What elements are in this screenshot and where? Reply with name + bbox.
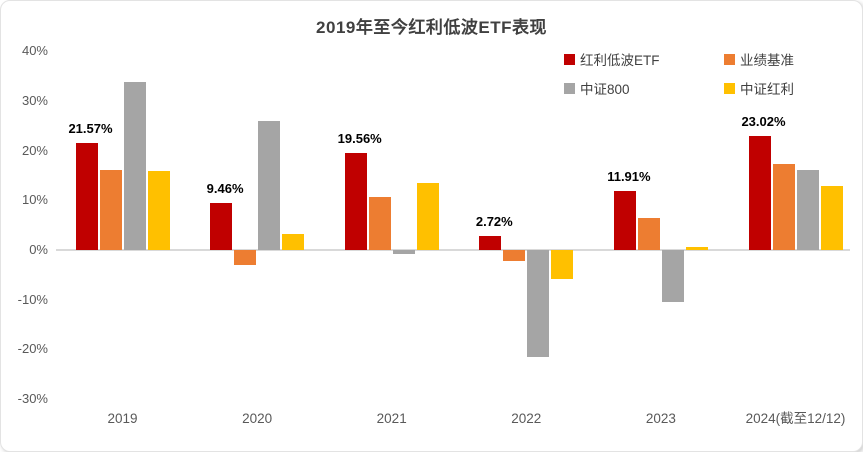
x-category-label: 2021 [376, 411, 407, 426]
x-category-label: 2024(截至12/12) [745, 411, 846, 426]
data-label: 23.02% [741, 113, 786, 129]
legend-swatch-icon [724, 82, 735, 94]
legend-item-0: 红利低波ETF [564, 49, 724, 69]
bar-0-4 [613, 190, 636, 250]
bar-1-3 [503, 250, 526, 261]
data-label: 21.57% [68, 120, 113, 136]
legend-item-1: 业绩基准 [724, 49, 854, 69]
bar-2-2 [392, 250, 415, 254]
bar-0-0 [75, 142, 98, 250]
y-tick-label: -10% [17, 291, 48, 307]
legend-swatch-icon [564, 82, 575, 94]
y-tick-label: 10% [21, 192, 48, 208]
legend-item-2: 中证800 [564, 78, 724, 98]
y-tick-label: 40% [21, 43, 48, 59]
x-category-label: 2020 [242, 411, 273, 426]
data-label: 19.56% [337, 130, 382, 146]
bar-3-5 [820, 185, 843, 250]
bar-1-2 [368, 197, 391, 250]
legend: 红利低波ETF 业绩基准中证800 中证红利 [564, 49, 854, 98]
bar-1-5 [772, 164, 795, 250]
legend-label: 中证800 [580, 82, 630, 97]
bar-0-3 [479, 236, 502, 250]
bar-0-5 [748, 135, 771, 250]
data-label: 9.46% [206, 180, 244, 196]
data-label: 2.72% [475, 214, 513, 230]
zero-gridline [56, 249, 850, 251]
legend-label: 业绩基准 [740, 53, 794, 68]
legend-item-3: 中证红利 [724, 78, 854, 98]
legend-swatch-icon [564, 53, 575, 65]
x-category-label: 2023 [645, 411, 676, 426]
bar-2-0 [123, 81, 146, 250]
legend-label: 红利低波ETF [580, 53, 660, 68]
bar-2-3 [527, 250, 550, 357]
bar-3-2 [416, 183, 439, 250]
bar-3-1 [282, 234, 305, 250]
bar-3-3 [551, 250, 574, 279]
y-tick-label: 20% [21, 142, 48, 158]
legend-label: 中证红利 [740, 82, 794, 97]
data-label: 11.91% [607, 168, 651, 184]
bar-3-4 [685, 246, 708, 250]
chart-title: 2019年至今红利低波ETF表现 [316, 18, 547, 37]
y-tick-label: -20% [17, 341, 48, 357]
y-tick-label: 30% [21, 92, 48, 108]
bar-0-1 [210, 202, 233, 250]
bar-0-2 [344, 152, 367, 250]
bar-1-4 [637, 218, 660, 250]
y-tick-label: -30% [17, 391, 48, 407]
bar-3-0 [147, 170, 170, 250]
bar-1-0 [99, 169, 122, 250]
y-tick-label: 0% [29, 242, 48, 257]
bar-1-1 [234, 250, 257, 265]
legend-swatch-icon [724, 53, 735, 65]
x-category-label: 2019 [107, 411, 138, 426]
bar-2-4 [661, 250, 684, 303]
x-category-label: 2022 [511, 411, 542, 426]
bar-2-1 [258, 121, 281, 250]
bar-2-5 [796, 169, 819, 250]
